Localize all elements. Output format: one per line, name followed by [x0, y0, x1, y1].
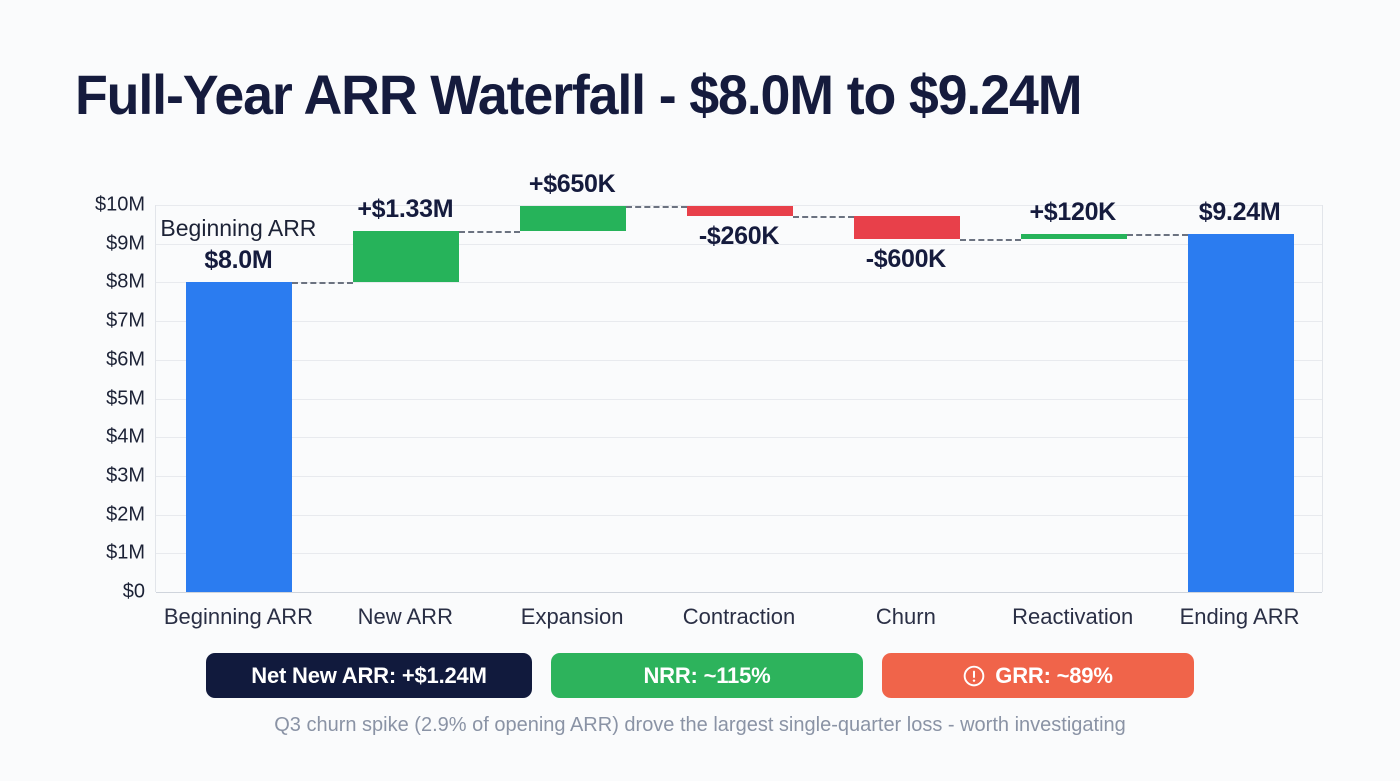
badge-net-new-arr-label: Net New ARR: +$1.24M: [251, 662, 487, 688]
y-axis-tick-label: $1M: [106, 541, 145, 564]
waterfall-bar[interactable]: [186, 282, 293, 592]
y-axis-tick-label: $3M: [106, 464, 145, 487]
kpi-badge-row: Net New ARR: +$1.24M NRR: ~115% GRR: ~89…: [0, 653, 1400, 698]
x-axis-tick-label: Ending ARR: [1179, 604, 1300, 629]
y-axis: $10M $9M $8M $7M $6M $5M $4M $3M $2M $1M $0: [40, 194, 145, 603]
gridline: [156, 437, 1322, 439]
warning-circle-icon: [963, 665, 985, 687]
gridline: [156, 243, 1322, 245]
gridline: [156, 553, 1322, 555]
badge-nrr-label: NRR: ~115%: [643, 662, 771, 688]
bar-value-label: +$120K: [1029, 198, 1116, 227]
gridline: [156, 398, 1322, 400]
x-axis-tick-label: Churn: [875, 604, 936, 629]
waterfall-connector: [292, 282, 354, 285]
bar-value-label: -$260K: [698, 221, 780, 250]
x-axis-tick-label: Expansion: [520, 604, 624, 629]
waterfall-bar[interactable]: [687, 205, 793, 216]
gridline: [156, 321, 1322, 323]
gridline: [156, 475, 1322, 477]
waterfall-connector: [626, 205, 687, 208]
bar-value-label: $9.24M: [1198, 198, 1281, 227]
gridline: [156, 205, 1322, 206]
waterfall-bar[interactable]: [353, 230, 460, 283]
badge-nrr[interactable]: NRR: ~115%: [551, 653, 863, 698]
waterfall-connector: [1126, 234, 1188, 237]
y-axis-tick-label: $5M: [106, 387, 145, 409]
gridline: [156, 592, 1322, 593]
bar-value-label: +$1.33M: [357, 194, 454, 223]
waterfall-connector: [959, 239, 1021, 242]
y-axis-tick-label: $0: [122, 580, 145, 603]
waterfall-bar[interactable]: [853, 215, 960, 240]
beginning-arr-caption: Beginning ARR: [160, 215, 317, 242]
y-axis-tick-label: $9M: [106, 232, 145, 255]
gridline: [156, 282, 1322, 284]
badge-grr-label: GRR: ~89%: [995, 662, 1113, 688]
waterfall-bar[interactable]: [1020, 234, 1127, 240]
bar-value-label: +$650K: [528, 169, 616, 198]
y-axis-tick-label: $2M: [106, 503, 145, 526]
page-title: Full-Year ARR Waterfall - $8.0M to $9.24…: [75, 63, 1083, 126]
badge-net-new-arr[interactable]: Net New ARR: +$1.24M: [206, 653, 532, 698]
waterfall-connector: [793, 215, 854, 218]
waterfall-connector: [459, 230, 521, 233]
bar-value-label: -$600K: [865, 245, 947, 274]
gridline: [156, 514, 1322, 516]
x-axis-tick-label: New ARR: [357, 604, 453, 629]
x-axis-tick-label: Contraction: [682, 604, 796, 629]
y-axis-tick-label: $10M: [94, 193, 145, 216]
y-axis-tick-label: $6M: [106, 348, 145, 371]
y-axis-tick-label: $7M: [106, 309, 145, 332]
waterfall-bar[interactable]: [1187, 234, 1294, 592]
plot-area: [155, 205, 1323, 593]
y-axis-tick-label: $4M: [106, 425, 145, 448]
waterfall-bar[interactable]: [520, 205, 627, 231]
bar-value-label: $8.0M: [204, 246, 273, 275]
x-axis-tick-label: Reactivation: [1012, 604, 1134, 629]
y-axis-tick-label: $8M: [106, 270, 145, 293]
badge-grr[interactable]: GRR: ~89%: [882, 653, 1194, 698]
gridline: [156, 359, 1322, 361]
footnote-insight: Q3 churn spike (2.9% of opening ARR) dro…: [274, 714, 1126, 736]
x-axis-tick-label: Beginning ARR: [163, 604, 314, 629]
